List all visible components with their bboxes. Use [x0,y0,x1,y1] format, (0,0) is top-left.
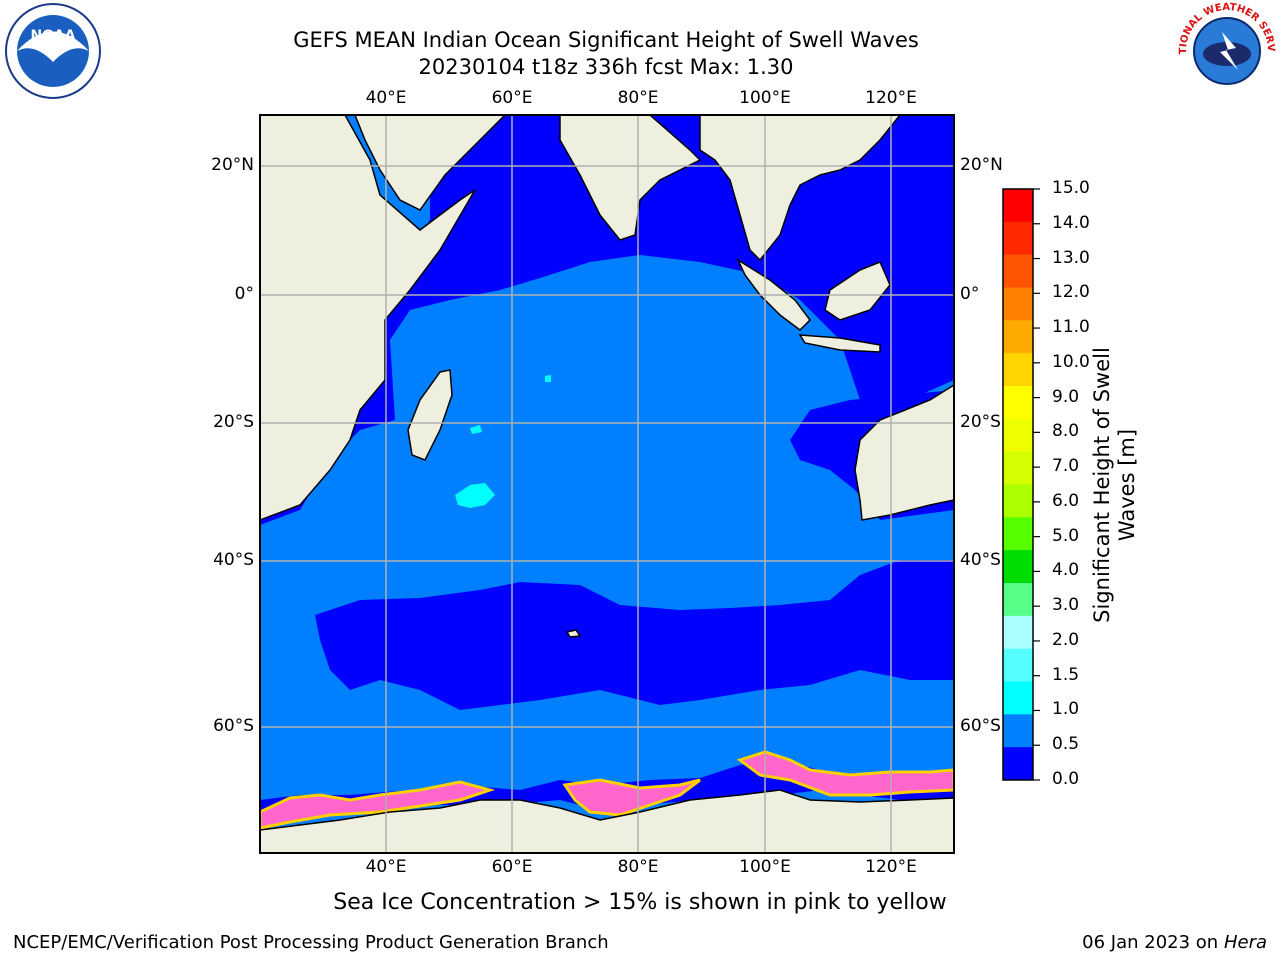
land-australia [854,384,954,521]
colorbar-tick-label: 5.0 [1052,525,1080,546]
cyan-patch-3 [545,375,551,382]
lat-label-right: 0° [960,284,980,304]
gridlines [260,115,954,853]
sea-ice [260,750,954,830]
colorbar-segment [1003,648,1033,682]
land-antarctica [260,789,954,853]
colorbar-tick-label: 2.0 [1052,629,1080,650]
land-borneo [824,261,891,321]
colorbar-segment [1003,484,1033,518]
footer-date: 06 Jan 2023 on Hera [1082,932,1267,953]
colorbar-segment [1003,221,1033,256]
lon-label-top: 100°E [739,88,791,108]
colorbar-frame [1002,188,1034,781]
colorbar-segment [1003,254,1033,288]
cyan-patch-2 [470,425,482,434]
cyan-patches [455,375,551,508]
colorbar-segment [1003,418,1033,453]
colorbar-tick-label: 8.0 [1052,421,1080,442]
colorbar-tick-label: 14.0 [1052,212,1090,233]
colorbar-tick-label: 0.0 [1052,769,1080,789]
lat-label-right: 40°S [960,550,1001,570]
noaa-logo-text: NOAA [31,28,76,44]
map-subtitle: 20230104 t18z 336h fcst Max: 1.30 [418,55,794,79]
colorbar-segment [1003,353,1033,387]
lon-label-bottom: 60°E [491,857,533,877]
colorbar-segment [1003,386,1033,420]
colorbar-tick-label: 3.0 [1052,595,1080,616]
colorbar-tick-label: 0.5 [1052,734,1080,755]
colorbar-segment [1003,287,1033,321]
colorbar-label-line2: Waves [m] [1115,428,1139,542]
colorbar-tick-label: 4.0 [1052,560,1080,581]
colorbar-tick-label: 1.5 [1052,664,1080,685]
colorbar-tick-label: 11.0 [1052,317,1090,338]
lon-label-bottom: 80°E [617,857,659,877]
land-se-asia [699,115,901,262]
colorbar-segment [1003,681,1033,715]
map-frame [259,114,955,854]
lat-label-right: 20°N [960,155,1003,175]
colorbar-tick-label: 13.0 [1052,247,1090,268]
colorbar-segment [1003,550,1033,584]
land-madagascar [407,369,453,461]
colorbar-tick-label: 15.0 [1052,178,1090,198]
colorbar-tick-label: 12.0 [1052,282,1090,303]
colorbar-tick-label: 10.0 [1052,351,1090,372]
land-africa [260,115,476,521]
colorbar-segment [1003,189,1033,223]
colorbar-segment [1003,517,1033,551]
land-kerguelen [565,629,582,638]
colorbar-label: Significant Height of Swell Waves [m] [1090,325,1140,645]
colorbar-tick-label: 6.0 [1052,490,1080,511]
lon-label-bottom: 40°E [365,857,407,877]
colorbar-label-line1: Significant Height of Swell [1090,347,1114,623]
colorbar-segment [1003,320,1033,354]
colorbar-segment [1003,615,1033,650]
colorbar-tick-label: 9.0 [1052,386,1080,407]
footer-credit: NCEP/EMC/Verification Post Processing Pr… [13,932,609,953]
low-swell-southern-band [315,560,954,710]
land-java [798,334,881,353]
lat-label-left: 60°S [213,716,254,736]
land-arabia [354,115,507,211]
lon-label-top: 40°E [365,88,407,108]
colorbar-tick-label: 7.0 [1052,456,1080,477]
colorbar-segment [1003,747,1033,781]
footer-date-text: 06 Jan 2023 on [1082,932,1224,953]
sea-ice-central [562,778,701,817]
lat-label-left: 20°S [213,412,254,432]
sea-ice-east [736,750,954,797]
nws-logo: NATIONAL WEATHER SERVICE [1176,2,1276,98]
lon-label-top: 60°E [491,88,533,108]
lon-label-bottom: 120°E [865,857,917,877]
land [260,115,954,853]
lon-label-bottom: 100°E [739,857,791,877]
noaa-logo: NOAA [5,3,101,99]
lat-label-left: 20°N [211,155,254,175]
map-title: GEFS MEAN Indian Ocean Significant Heigh… [293,28,919,52]
colorbar-tick-label: 1.0 [1052,699,1080,720]
colorbar [1002,188,1040,781]
cyan-patch-1 [455,483,495,508]
footer-machine: Hera [1223,932,1267,953]
lat-label-left: 40°S [213,550,254,570]
lat-label-right: 60°S [960,716,1001,736]
lon-label-top: 120°E [865,88,917,108]
sea-ice-note: Sea Ice Concentration > 15% is shown in … [333,890,947,915]
lat-label-left: 0° [234,284,254,304]
colorbar-segment [1003,583,1033,617]
lon-label-top: 80°E [617,88,659,108]
lat-label-right: 20°S [960,412,1001,432]
colorbar-segment [1003,451,1033,485]
colorbar-segment [1003,714,1033,748]
sea-ice-west [260,780,496,830]
